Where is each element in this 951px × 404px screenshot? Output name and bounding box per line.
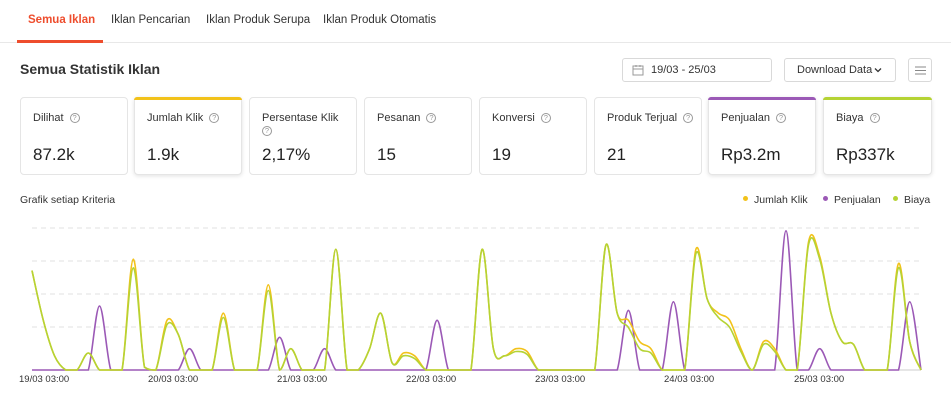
metric-label-text: Jumlah Klik [147,112,204,124]
series-line-penjualan [31,229,922,371]
help-icon[interactable]: ? [869,113,880,123]
metric-color-bar [708,97,816,100]
x-tick-label: 23/03 03:00 [535,374,586,385]
menu-button[interactable] [908,58,932,82]
help-icon[interactable]: ? [775,113,786,123]
help-icon[interactable]: ? [540,113,551,123]
metric-label: Produk Terjual? [607,112,694,124]
legend-label: Jumlah Klik [754,194,808,206]
legend-item-penjualan[interactable]: Penjualan [823,194,881,206]
metric-card-jumlah-klik[interactable]: Jumlah Klik? 1.9k [134,97,242,175]
legend-item-jumlah-klik[interactable]: Jumlah Klik [743,194,808,206]
x-tick-label: 25/03 03:00 [794,374,845,385]
help-icon[interactable]: ? [683,113,694,123]
help-icon[interactable]: ? [426,113,437,123]
metric-value: 19 [492,145,511,164]
x-tick-label: 21/03 03:00 [277,374,328,385]
legend-label: Penjualan [834,194,881,206]
metric-label-text: Konversi [492,112,535,124]
x-tick-label: 24/03 03:00 [664,374,715,385]
metric-card-penjualan[interactable]: Penjualan? Rp3.2m [708,97,816,175]
metric-label: Dilihat? [33,112,80,124]
metric-value: 21 [607,145,626,164]
calendar-icon [632,65,644,76]
legend-label: Biaya [904,194,931,206]
metric-label-text: Persentase Klik [262,112,339,124]
help-icon[interactable]: ? [69,113,80,123]
metric-value: 15 [377,145,396,164]
download-data-button[interactable]: Download Data [784,58,896,82]
line-chart [31,227,922,371]
chart-title: Grafik setiap Kriteria [20,194,116,206]
metric-value: 1.9k [147,145,180,164]
metric-value: Rp337k [836,145,895,164]
metric-label: Penjualan? [721,112,786,124]
metric-label: Pesanan? [377,112,437,124]
series-line-biaya [31,237,922,371]
x-tick-label: 22/03 03:00 [406,374,457,385]
tab-iklan-produk-otomatis[interactable]: Iklan Produk Otomatis [323,14,437,26]
metric-label-text: Penjualan [721,112,770,124]
metric-label: Konversi? [492,112,551,124]
metric-label: Persentase Klik [262,112,338,124]
legend-item-biaya[interactable]: Biaya [893,194,930,206]
page-title: Semua Statistik Iklan [20,61,161,77]
download-data-label: Download Data [797,64,873,76]
date-range-value: 19/03 - 25/03 [651,64,716,76]
metric-card-konversi[interactable]: Konversi? 19 [479,97,587,175]
metric-label-text: Pesanan [377,112,421,124]
metric-label-text: Dilihat [33,112,64,124]
tab-iklan-produk-serupa[interactable]: Iklan Produk Serupa [206,14,311,26]
metric-card-dilihat[interactable]: Dilihat? 87.2k [20,97,128,175]
legend-dot [743,196,748,201]
metric-card-pesanan[interactable]: Pesanan? 15 [364,97,472,175]
x-tick-label: 20/03 03:00 [148,374,199,385]
metric-label-text: Produk Terjual [607,112,678,124]
legend-dot [893,196,898,201]
tab-iklan-pencarian[interactable]: Iklan Pencarian [111,14,191,26]
metric-label: Biaya? [836,112,880,124]
metric-value: 87.2k [33,145,75,164]
menu-icon [915,66,926,75]
help-icon[interactable]: ? [262,126,272,136]
metric-label-text: Biaya [836,112,864,124]
help-icon[interactable]: ? [209,113,220,123]
legend-dot [823,196,828,201]
tab-semua-iklan[interactable]: Semua Iklan [28,14,96,26]
metric-card-biaya[interactable]: Biaya? Rp337k [823,97,932,175]
chevron-down-icon [874,68,882,73]
metric-color-bar [134,97,242,100]
tab-bar: Semua Iklan Iklan Pencarian Iklan Produk… [0,0,951,43]
metric-card-produk-terjual[interactable]: Produk Terjual? 21 [594,97,702,175]
metric-label: Jumlah Klik? [147,112,220,124]
x-tick-label: 19/03 03:00 [19,374,70,385]
date-range-picker[interactable]: 19/03 - 25/03 [622,58,772,82]
metric-value: Rp3.2m [721,145,781,164]
metric-value: 2,17% [262,145,311,164]
metric-color-bar [823,97,932,100]
active-tab-indicator [17,40,103,43]
metric-card-persentase-klik[interactable]: Persentase Klik ? 2,17% [249,97,357,175]
